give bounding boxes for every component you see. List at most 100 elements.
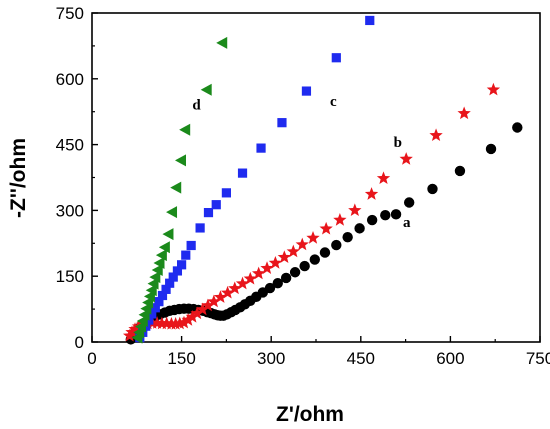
- data-point-b: [220, 285, 235, 299]
- data-point-b: [399, 152, 413, 165]
- data-point-c: [277, 118, 287, 128]
- data-point-c: [221, 188, 231, 198]
- data-point-b: [429, 128, 443, 142]
- data-point-a: [309, 254, 321, 265]
- data-point-c: [186, 240, 196, 251]
- data-point-c: [237, 168, 248, 178]
- x-tick-label: 600: [436, 349, 464, 368]
- data-point-a: [280, 272, 292, 284]
- data-point-a: [485, 143, 497, 155]
- data-point-b: [252, 266, 266, 280]
- data-point-c: [177, 260, 187, 270]
- data-point-b: [195, 302, 210, 316]
- data-point-c: [172, 266, 183, 276]
- data-point-b: [185, 310, 200, 323]
- data-point-c: [203, 207, 214, 218]
- data-point-b: [201, 298, 215, 312]
- series-label-b: b: [394, 135, 402, 151]
- series-label-a: a: [403, 215, 411, 231]
- series-d: [131, 36, 228, 344]
- data-point-c: [256, 143, 266, 153]
- data-point-a: [427, 183, 438, 195]
- data-point-c: [365, 15, 375, 26]
- data-point-b: [277, 250, 291, 263]
- data-point-b: [306, 231, 320, 244]
- data-point-b: [228, 281, 242, 295]
- data-point-b: [268, 256, 283, 269]
- data-point-c: [147, 309, 157, 319]
- data-point-b: [286, 244, 300, 258]
- data-point-c: [150, 303, 160, 313]
- data-point-b: [486, 82, 501, 96]
- data-point-b: [190, 306, 204, 320]
- data-point-c: [157, 290, 168, 301]
- x-axis-title: Z'/ohm: [276, 403, 344, 426]
- data-point-b: [376, 171, 391, 185]
- data-point-d: [147, 277, 159, 290]
- data-point-d: [145, 284, 157, 297]
- data-point-d: [151, 264, 163, 277]
- data-point-a: [403, 197, 415, 208]
- data-point-c: [211, 200, 221, 210]
- data-point-d: [155, 249, 167, 262]
- data-point-c: [154, 297, 164, 307]
- data-point-a: [264, 282, 276, 294]
- x-tick-label: 300: [257, 349, 285, 368]
- data-point-d: [158, 241, 170, 254]
- data-point-a: [390, 209, 402, 220]
- data-point-d: [170, 181, 182, 194]
- data-point-b: [207, 294, 221, 308]
- data-point-d: [162, 228, 174, 241]
- data-point-c: [168, 272, 178, 282]
- data-point-a: [272, 278, 283, 289]
- data-point-a: [331, 239, 342, 251]
- y-axis-title: -Z''/ohm: [7, 138, 30, 218]
- data-point-b: [364, 187, 379, 200]
- data-point-b: [128, 322, 142, 335]
- data-point-b: [348, 203, 362, 217]
- series-label-c: c: [330, 94, 337, 110]
- data-point-d: [153, 257, 165, 270]
- data-point-a: [342, 231, 353, 243]
- chart-labels: Z'/ohm -Z''/ohm a b c d: [7, 94, 411, 426]
- x-tick-label: 150: [167, 349, 195, 368]
- data-point-b: [173, 316, 187, 330]
- data-point-d: [179, 123, 191, 136]
- y-tick-label: 750: [56, 4, 84, 23]
- x-tick-label: 450: [347, 349, 375, 368]
- y-tick-label: 450: [56, 136, 84, 155]
- data-point-c: [195, 223, 205, 233]
- data-point-d: [175, 154, 186, 167]
- data-point-a: [512, 122, 523, 133]
- y-tick-label: 0: [75, 333, 84, 352]
- data-point-b: [319, 221, 333, 235]
- series-label-d: d: [192, 98, 201, 114]
- data-point-b: [177, 315, 191, 329]
- data-point-a: [299, 260, 310, 272]
- x-tick-label: 750: [526, 349, 550, 368]
- data-point-a: [380, 210, 391, 221]
- data-point-c: [161, 284, 171, 294]
- data-point-d: [200, 83, 212, 96]
- data-point-b: [457, 106, 471, 120]
- data-point-d: [166, 206, 178, 219]
- data-point-b: [260, 261, 274, 274]
- data-point-c: [165, 278, 175, 288]
- data-point-b: [243, 271, 257, 285]
- axes: 0 150 300 450 600 750 0 150 300 450 600 750: [56, 4, 550, 368]
- data-point-a: [354, 223, 365, 234]
- data-point-a: [289, 267, 301, 278]
- series-b: [122, 82, 501, 342]
- data-point-c: [331, 53, 341, 63]
- y-tick-label: 150: [56, 267, 84, 286]
- series-a: [125, 122, 523, 345]
- data-point-a: [366, 214, 378, 226]
- x-tick-label: 0: [87, 349, 96, 368]
- data-point-d: [216, 36, 228, 49]
- data-marks: [122, 15, 523, 345]
- data-point-b: [213, 290, 228, 303]
- data-point-c: [301, 86, 312, 96]
- y-tick-label: 600: [56, 70, 84, 89]
- data-point-b: [181, 313, 195, 326]
